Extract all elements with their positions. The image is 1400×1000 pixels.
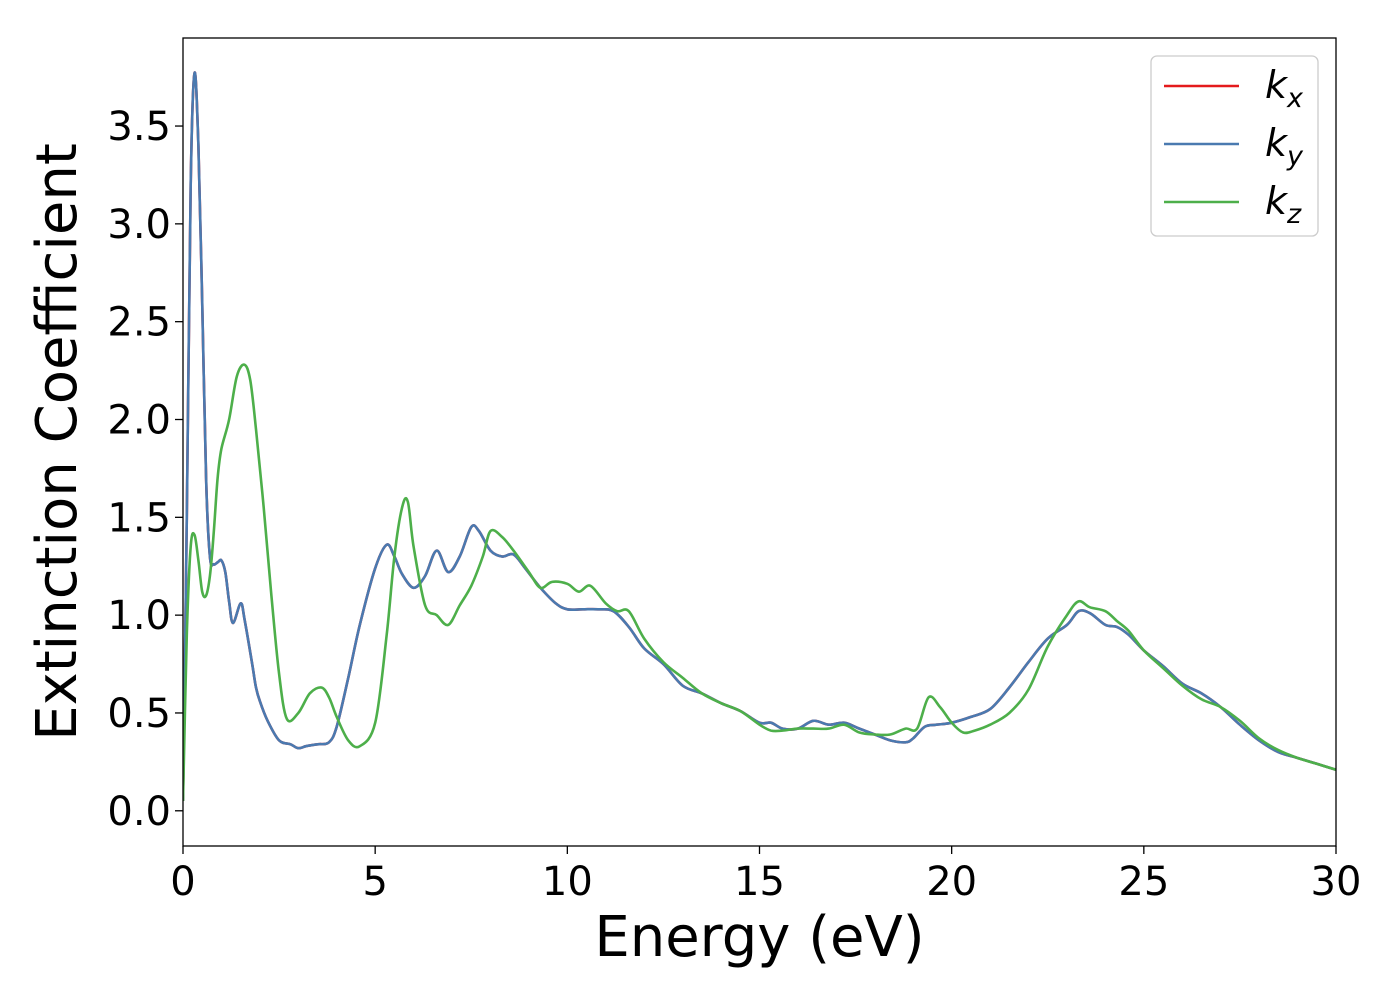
y-tick-label: 3.0 [107, 202, 171, 248]
y-tick-label: 2.5 [107, 300, 171, 346]
x-tick-label: 20 [926, 859, 977, 905]
x-tick-label: 5 [362, 859, 387, 905]
y-axis: 0.0 0.5 1.0 1.5 2.0 2.5 3.0 3.5 [107, 104, 183, 835]
x-axis: 0 5 10 15 20 25 30 [170, 846, 1361, 905]
y-tick-label: 1.0 [107, 593, 171, 639]
y-tick-label: 0.5 [107, 691, 171, 737]
x-tick-label: 0 [170, 859, 195, 905]
y-tick-label: 2.0 [107, 398, 171, 444]
y-axis-title: Extinction Coefficient [25, 143, 90, 741]
x-tick-label: 10 [542, 859, 593, 905]
x-tick-label: 25 [1118, 859, 1169, 905]
y-tick-label: 1.5 [107, 495, 171, 541]
y-tick-label: 0.0 [107, 789, 171, 835]
series-line-ky [183, 71, 1336, 802]
series-layer [183, 71, 1336, 802]
legend-box [1150, 55, 1319, 237]
x-tick-label: 15 [734, 859, 785, 905]
y-tick-label: 3.5 [107, 104, 171, 150]
series-line-kz [183, 363, 1336, 802]
x-tick-label: 30 [1311, 859, 1362, 905]
x-axis-title: Energy (eV) [594, 905, 924, 970]
